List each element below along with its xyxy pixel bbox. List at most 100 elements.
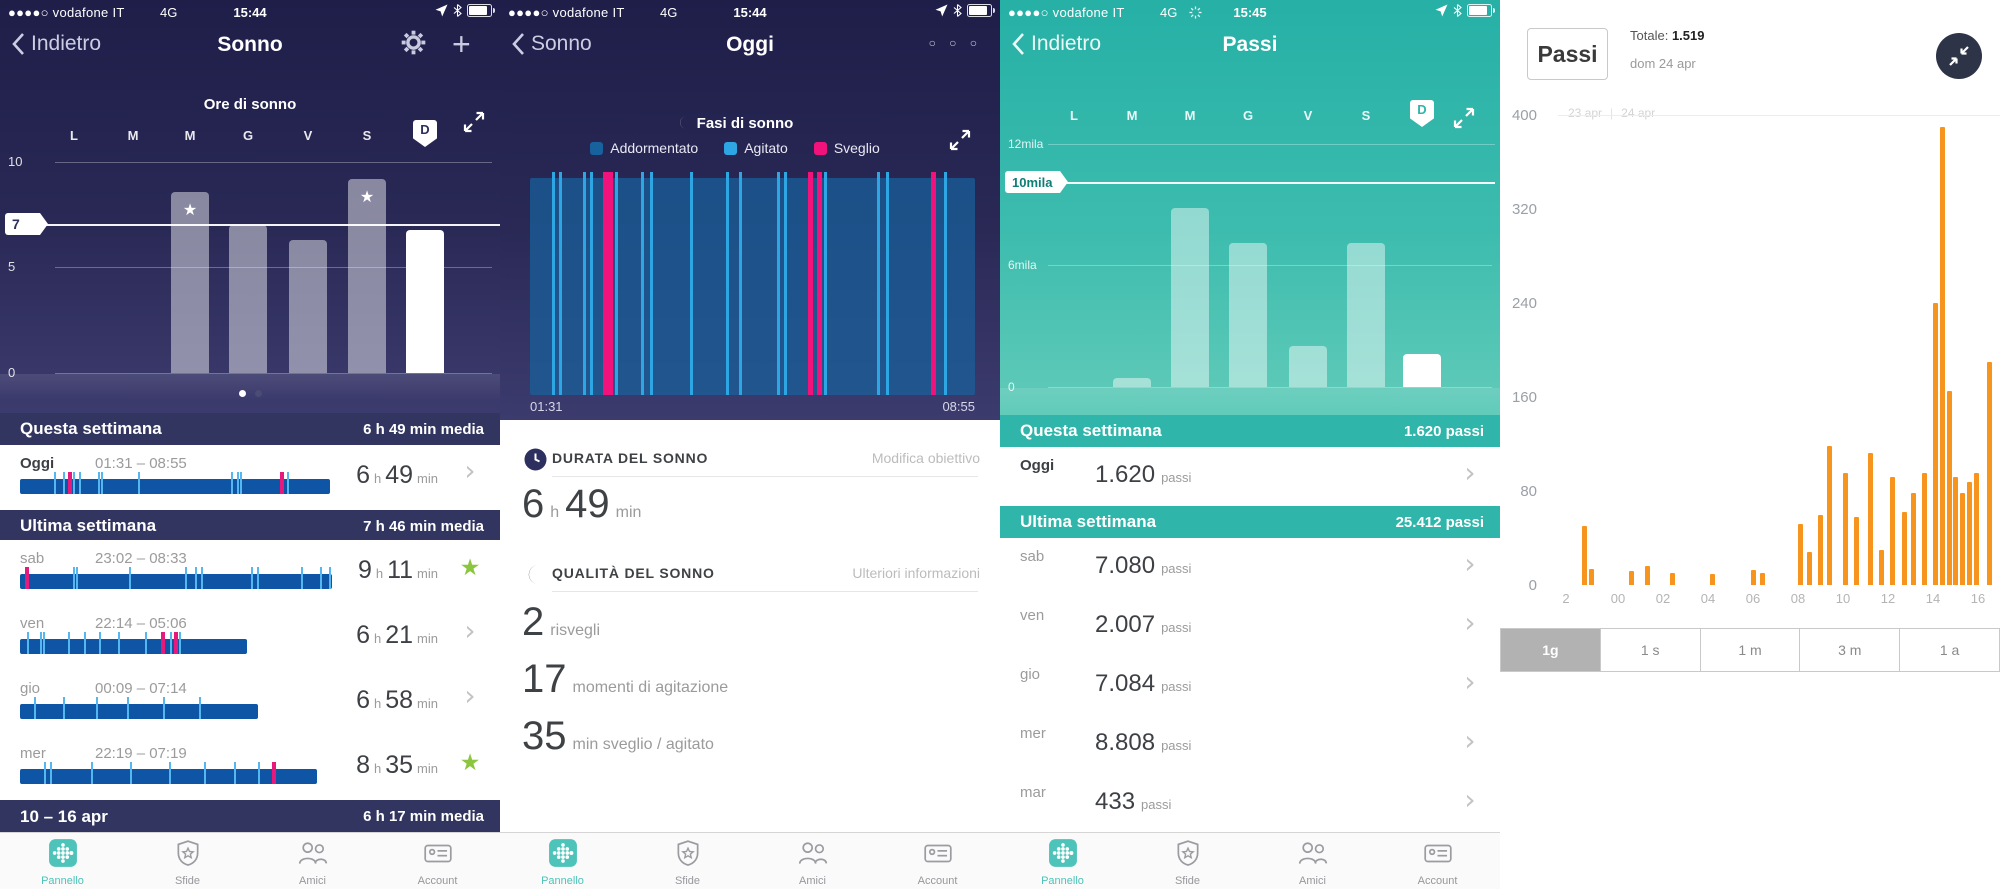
add-sleep-button[interactable]: + bbox=[452, 26, 471, 62]
back-button[interactable]: Indietro bbox=[12, 32, 101, 56]
passi-tab-button[interactable]: Passi bbox=[1527, 28, 1608, 80]
awake-minutes-stat: 35 min sveglio / agitato bbox=[522, 714, 714, 758]
sleep-day-row[interactable]: gio 00:09 – 07:14 6 h 58 min › bbox=[0, 670, 500, 736]
sleep-goal-badge: 7 bbox=[5, 213, 48, 235]
sleep-phases-chart bbox=[530, 172, 975, 395]
y-tick-label: 400 bbox=[1511, 107, 1537, 124]
restless-tick bbox=[137, 472, 140, 494]
expand-chart-icon[interactable] bbox=[948, 128, 972, 157]
tab-account[interactable]: Account bbox=[375, 833, 500, 889]
row-time-range: 23:02 – 08:33 bbox=[95, 550, 187, 567]
restless-stripe bbox=[943, 172, 947, 395]
sleep-day-row[interactable]: mer 22:19 – 07:19 8 h 35 min ★ bbox=[0, 735, 500, 801]
chevron-right-icon[interactable]: › bbox=[464, 454, 476, 487]
settings-gear-icon[interactable] bbox=[400, 29, 427, 61]
chevron-right-icon[interactable]: › bbox=[1464, 547, 1476, 580]
battery-icon bbox=[967, 4, 995, 17]
bar-today bbox=[1403, 354, 1441, 387]
awake-tick bbox=[68, 472, 72, 494]
more-info-link[interactable]: Ulteriori informazioni bbox=[852, 565, 980, 581]
restless-tick bbox=[204, 762, 207, 784]
tab-amici[interactable]: Amici bbox=[750, 833, 875, 889]
restless-tick bbox=[162, 697, 165, 719]
battery-icon bbox=[1467, 4, 1495, 17]
chevron-right-icon[interactable]: › bbox=[1464, 665, 1476, 698]
chevron-right-icon[interactable]: › bbox=[464, 614, 476, 647]
band-value: 7 h 46 min media bbox=[363, 517, 484, 535]
steps-value: 8.808 passi bbox=[1095, 729, 1192, 756]
friends-icon bbox=[1296, 838, 1330, 873]
day-label: M bbox=[127, 128, 139, 143]
steps-day-row[interactable]: Oggi 1.620 passi › bbox=[1000, 447, 1500, 507]
segment-1g[interactable]: 1g bbox=[1500, 628, 1601, 672]
day-label: S bbox=[362, 128, 372, 143]
restless-tick bbox=[286, 472, 289, 494]
segment-3m[interactable]: 3 m bbox=[1800, 628, 1901, 672]
segment-1m[interactable]: 1 m bbox=[1700, 628, 1801, 672]
chevron-right-icon[interactable]: › bbox=[1464, 783, 1476, 816]
back-button[interactable]: Sonno bbox=[512, 32, 592, 56]
back-button[interactable]: Indietro bbox=[1012, 32, 1101, 56]
sleep-duration-value: 6 h 49 min bbox=[522, 482, 642, 526]
tab-account[interactable]: Account bbox=[1375, 833, 1500, 889]
chevron-right-icon[interactable]: › bbox=[1464, 724, 1476, 757]
segment-1a[interactable]: 1 a bbox=[1900, 628, 2000, 672]
chevron-right-icon[interactable]: › bbox=[1464, 456, 1476, 489]
step-bar bbox=[1645, 566, 1650, 585]
bar bbox=[1347, 243, 1385, 387]
restless-tick bbox=[257, 762, 260, 784]
y-tick-label: 240 bbox=[1511, 295, 1537, 312]
tab-account[interactable]: Account bbox=[875, 833, 1000, 889]
x-tick-label: 04 bbox=[1700, 591, 1716, 606]
sleep-track bbox=[20, 697, 258, 719]
page-dot-active[interactable] bbox=[239, 390, 246, 397]
tab-amici[interactable]: Amici bbox=[1250, 833, 1375, 889]
tab-pannello[interactable]: Pannello bbox=[500, 833, 625, 889]
shield-star-icon bbox=[1173, 838, 1203, 873]
page-dot[interactable] bbox=[255, 390, 262, 397]
ytick-0: 0 bbox=[1008, 380, 1015, 394]
restless-tick bbox=[169, 632, 172, 654]
restless-tick bbox=[67, 632, 70, 654]
expand-chart-icon[interactable] bbox=[1452, 106, 1476, 135]
collapse-chart-button[interactable] bbox=[1936, 33, 1982, 79]
sleep-day-row[interactable]: Oggi 01:31 – 08:55 6 h 49 min › bbox=[0, 445, 500, 511]
restless-tick bbox=[63, 472, 66, 494]
tab-amici[interactable]: Amici bbox=[250, 833, 375, 889]
restless-tick bbox=[34, 697, 37, 719]
tab-pannello[interactable]: Pannello bbox=[1000, 833, 1125, 889]
chevron-right-icon[interactable]: › bbox=[464, 679, 476, 712]
tab-sfide[interactable]: Sfide bbox=[125, 833, 250, 889]
steps-day-row[interactable]: gio 7.084 passi › bbox=[1000, 656, 1500, 716]
steps-day-row[interactable]: mer 8.808 passi › bbox=[1000, 715, 1500, 775]
restless-tick bbox=[72, 472, 75, 494]
more-menu-icon[interactable]: ○ ○ ○ bbox=[928, 36, 982, 50]
chevron-right-icon[interactable]: › bbox=[1464, 606, 1476, 639]
page-indicator[interactable] bbox=[239, 390, 262, 397]
tab-sfide[interactable]: Sfide bbox=[1125, 833, 1250, 889]
sleep-day-row[interactable]: ven 22:14 – 05:06 6 h 21 min › bbox=[0, 605, 500, 671]
legend-item-sveglio: Sveglio bbox=[813, 140, 880, 156]
tab-sfide[interactable]: Sfide bbox=[625, 833, 750, 889]
x-tick-label: 00 bbox=[1610, 591, 1626, 606]
restless-tick bbox=[26, 632, 29, 654]
steps-day-row[interactable]: ven 2.007 passi › bbox=[1000, 597, 1500, 657]
segment-1s[interactable]: 1 s bbox=[1600, 628, 1701, 672]
step-bar bbox=[1588, 568, 1594, 585]
awake-tick bbox=[24, 567, 29, 589]
ytick-6mila: 6mila bbox=[1008, 258, 1037, 272]
sleep-day-row[interactable]: sab 23:02 – 08:33 9 h 11 min ★ bbox=[0, 540, 500, 606]
restless-stripe bbox=[783, 172, 787, 395]
edit-goal-link[interactable]: Modifica obiettivo bbox=[871, 450, 980, 466]
day-label: V bbox=[303, 128, 313, 143]
steps-day-row[interactable]: sab 7.080 passi › bbox=[1000, 538, 1500, 598]
star-goal-met-icon: ★ bbox=[459, 554, 481, 580]
band-label: Ultima settimana bbox=[20, 516, 157, 535]
sleep-track bbox=[20, 567, 332, 589]
tab-pannello[interactable]: Pannello bbox=[0, 833, 125, 889]
phases-title: Fasi di sonno bbox=[696, 115, 794, 132]
row-day-label: mer bbox=[1020, 725, 1046, 742]
expand-chart-icon[interactable] bbox=[462, 110, 486, 139]
steps-day-row[interactable]: mar 433 passi › bbox=[1000, 774, 1500, 834]
